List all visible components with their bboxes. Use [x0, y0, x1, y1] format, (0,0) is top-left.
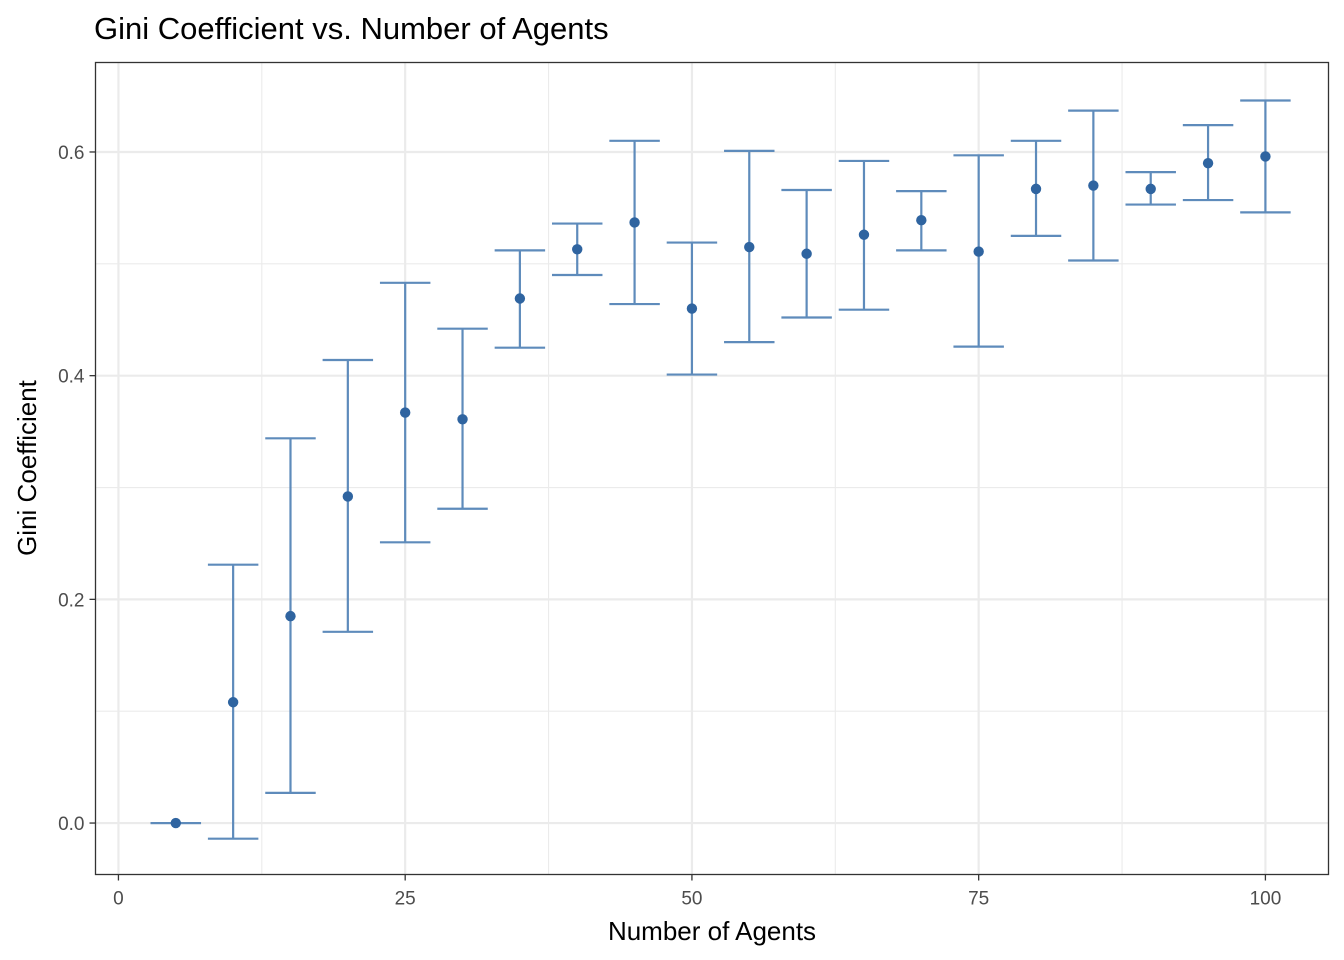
- data-point: [1088, 180, 1099, 191]
- x-tick-label: 100: [1250, 889, 1282, 910]
- chart-title: Gini Coefficient vs. Number of Agents: [94, 11, 609, 46]
- data-point: [514, 293, 526, 304]
- x-tick-label: 0: [113, 889, 124, 910]
- data-point: [399, 407, 411, 418]
- data-point: [457, 414, 468, 425]
- data-point: [227, 697, 239, 708]
- data-point: [572, 244, 583, 255]
- x-axis-ticks: 0 25 50 75 100: [113, 874, 1282, 910]
- data-point: [686, 303, 698, 314]
- y-axis-ticks: 0.0 0.2 0.4 0.6: [58, 143, 96, 835]
- data-point: [285, 610, 296, 622]
- y-tick-label: 0.0: [58, 814, 84, 835]
- y-tick-label: 0.2: [58, 590, 84, 611]
- data-point: [916, 215, 927, 226]
- data-point: [1260, 151, 1271, 162]
- data-point: [170, 817, 181, 829]
- y-tick-label: 0.6: [58, 143, 84, 164]
- major-gridlines: [95, 62, 1329, 875]
- data-points: [170, 151, 1271, 829]
- x-axis-title: Number of Agents: [608, 916, 816, 946]
- data-point: [629, 217, 640, 228]
- x-tick-label: 50: [681, 889, 702, 910]
- x-tick-label: 75: [968, 889, 989, 910]
- data-point: [1202, 157, 1214, 169]
- panel-border: [94, 61, 1330, 876]
- data-point: [744, 241, 755, 253]
- minor-gridlines: [95, 62, 1329, 875]
- y-axis-title: Gini Coefficient: [12, 379, 42, 556]
- data-point: [858, 229, 870, 240]
- data-point: [801, 248, 812, 259]
- data-point: [1145, 183, 1156, 195]
- error-bars: [150, 99, 1291, 840]
- x-tick-label: 25: [395, 889, 416, 910]
- data-point: [1030, 183, 1042, 195]
- data-point: [342, 491, 354, 502]
- y-tick-label: 0.4: [58, 367, 85, 388]
- data-point: [973, 246, 984, 257]
